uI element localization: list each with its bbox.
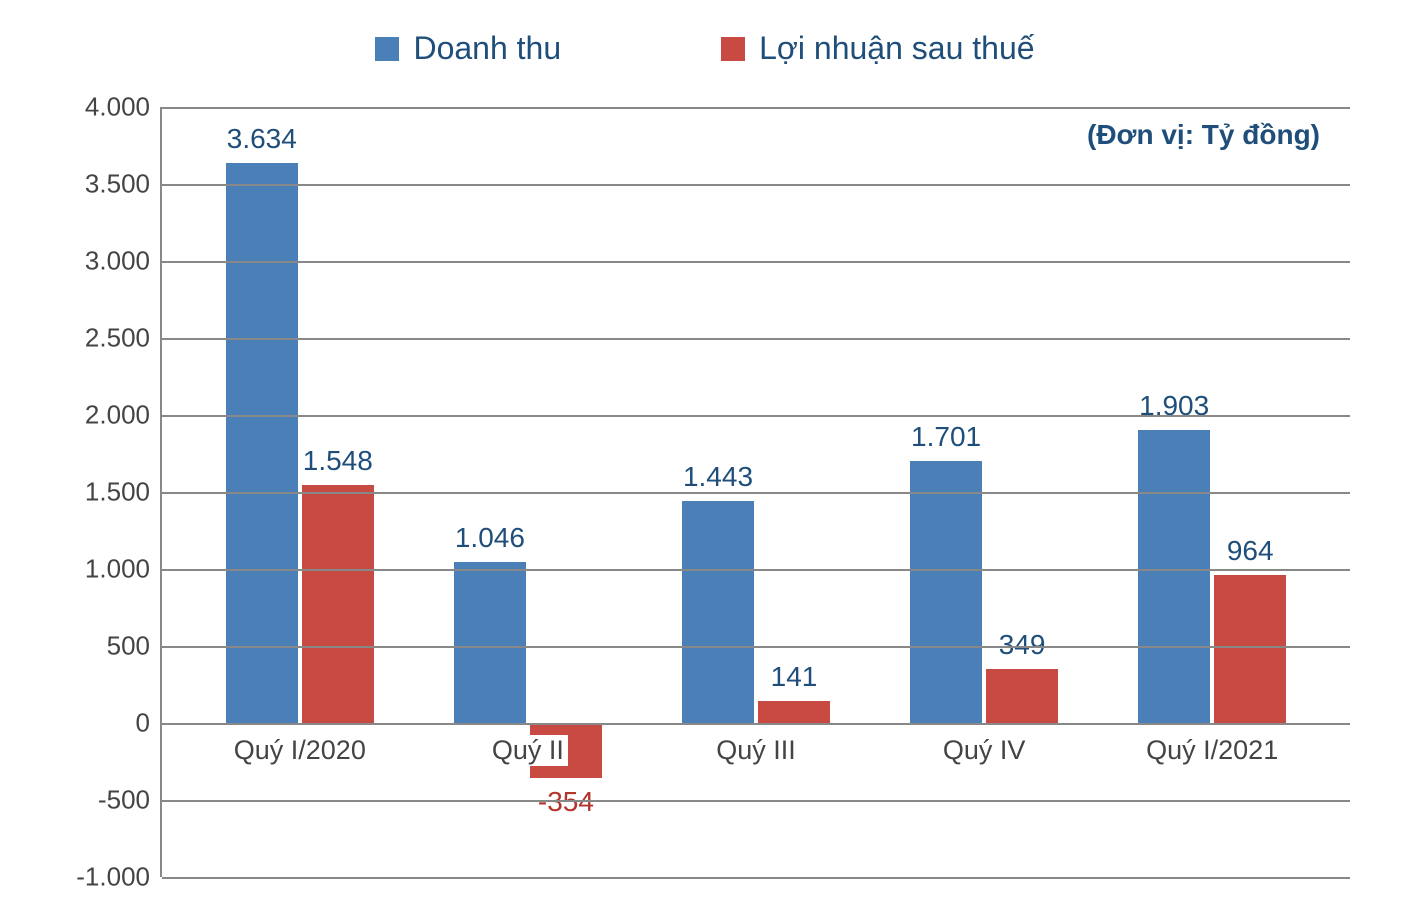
gridline — [162, 800, 1350, 802]
x-category-label: Quý I/2020 — [230, 735, 370, 766]
plot-area: (Đơn vị: Tỷ đồng) 3.6341.548Quý I/20201.… — [160, 107, 1350, 877]
y-tick-label: -500 — [98, 785, 150, 816]
gridline — [162, 338, 1350, 340]
x-category-label: Quý IV — [939, 735, 1030, 766]
legend-swatch-icon — [721, 37, 745, 61]
gridline — [162, 184, 1350, 186]
bar-value-label: 1.046 — [455, 522, 525, 554]
legend-label: Doanh thu — [413, 30, 561, 67]
gridline — [162, 877, 1350, 879]
y-tick-label: 500 — [107, 631, 150, 662]
y-tick-label: 2.500 — [85, 323, 150, 354]
legend: Doanh thu Lợi nhuận sau thuế — [60, 30, 1350, 67]
gridline — [162, 107, 1350, 109]
bar: 964 — [1214, 575, 1286, 723]
bar-value-label: 141 — [771, 661, 818, 693]
bar: 1.443 — [682, 501, 754, 723]
unit-label: (Đơn vị: Tỷ đồng) — [1087, 119, 1320, 151]
y-tick-label: 2.000 — [85, 400, 150, 431]
bar: 1.548 — [302, 485, 374, 723]
y-tick-label: 1.500 — [85, 477, 150, 508]
y-tick-label: 3.500 — [85, 169, 150, 200]
y-tick-label: 3.000 — [85, 246, 150, 277]
gridline — [162, 415, 1350, 417]
zero-line — [162, 723, 1350, 725]
legend-item-revenue: Doanh thu — [375, 30, 561, 67]
bar-value-label: 1.548 — [303, 445, 373, 477]
chart-area: 4.0003.5003.0002.5002.0001.5001.0005000-… — [60, 107, 1350, 877]
gridline — [162, 646, 1350, 648]
x-category-label: Quý III — [712, 735, 800, 766]
legend-item-profit: Lợi nhuận sau thuế — [721, 30, 1034, 67]
y-axis: 4.0003.5003.0002.5002.0001.5001.0005000-… — [60, 107, 160, 877]
bar-value-label: 1.903 — [1139, 390, 1209, 422]
gridline — [162, 569, 1350, 571]
x-category-label: Quý II — [488, 735, 568, 766]
bar: 349 — [986, 669, 1058, 723]
bar-value-label: 1.701 — [911, 421, 981, 453]
gridline — [162, 492, 1350, 494]
x-category-label: Quý I/2021 — [1142, 735, 1282, 766]
gridline — [162, 261, 1350, 263]
legend-label: Lợi nhuận sau thuế — [759, 30, 1034, 67]
bar: 1.903 — [1138, 430, 1210, 723]
bar: 141 — [758, 701, 830, 723]
bar: 1.046 — [454, 562, 526, 723]
y-tick-label: 0 — [136, 708, 150, 739]
legend-swatch-icon — [375, 37, 399, 61]
y-tick-label: 1.000 — [85, 554, 150, 585]
chart-container: Doanh thu Lợi nhuận sau thuế 4.000 3.500 3… — [60, 30, 1350, 877]
bar: 1.701 — [910, 461, 982, 723]
bar-value-label: 964 — [1227, 535, 1274, 567]
bar: 3.634 — [226, 163, 298, 723]
y-tick-label: -1.000 — [76, 862, 150, 893]
bar-value-label: 3.634 — [227, 123, 297, 155]
y-tick-label: 4.000 — [85, 92, 150, 123]
bar-value-label: 1.443 — [683, 461, 753, 493]
